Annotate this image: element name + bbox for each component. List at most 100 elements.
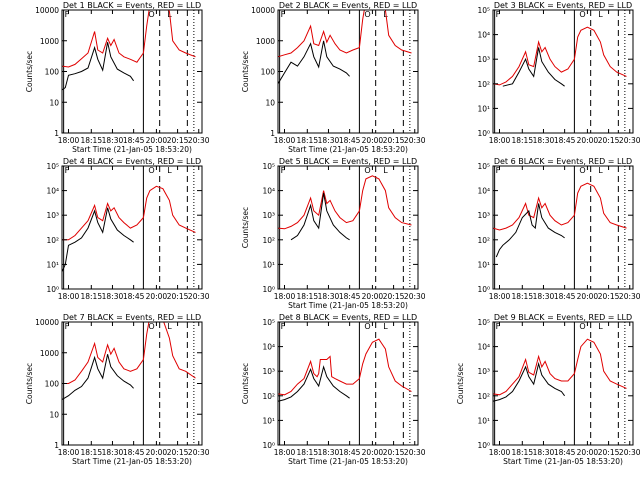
event-marker-label: L xyxy=(383,166,388,175)
event-marker-label: L xyxy=(598,322,603,331)
event-marker-label: O xyxy=(364,322,370,331)
event-marker-label: L xyxy=(598,166,603,175)
y-tick-label: 10¹ xyxy=(262,416,275,425)
lld-series-line xyxy=(278,10,412,58)
y-tick-label: 10⁵ xyxy=(262,318,275,327)
x-axis-label: Start Time (21-Jan-05 18:53:20) xyxy=(503,457,623,466)
x-tick-label: 20:15 xyxy=(383,292,405,301)
y-tick-label: 10⁵ xyxy=(46,162,59,171)
y-axis-label: Counts/sec xyxy=(456,363,465,404)
x-tick-label: 20:30 xyxy=(404,292,426,301)
plot-frame xyxy=(61,321,203,446)
x-tick-label: 18:00 xyxy=(274,136,296,145)
x-tick-label: 18:15 xyxy=(296,136,318,145)
x-tick-label: 18:45 xyxy=(339,448,361,457)
panel-title: Det 6 BLACK = Events, RED = LLD xyxy=(494,157,632,166)
x-tick-label: 20:30 xyxy=(619,292,640,301)
y-tick-label: 10² xyxy=(262,392,275,401)
y-tick-label: 1000 xyxy=(40,349,59,358)
x-tick-label: 18:15 xyxy=(80,448,102,457)
x-tick-label: 18:15 xyxy=(511,448,533,457)
x-tick-label: 20:00 xyxy=(577,292,599,301)
y-axis-label: Counts/sec xyxy=(241,363,250,404)
lld-series-line xyxy=(493,26,627,86)
y-tick-label: 10⁵ xyxy=(477,162,490,171)
event-marker-label: L xyxy=(383,322,388,331)
x-tick-label: 18:30 xyxy=(102,292,124,301)
y-tick-label: 10⁰ xyxy=(46,285,59,294)
x-tick-label: 20:15 xyxy=(383,136,405,145)
y-tick-label: 10⁰ xyxy=(262,285,275,294)
y-tick-label: 1 xyxy=(54,441,59,450)
y-tick-label: 10000 xyxy=(35,6,59,15)
y-tick-label: 10⁴ xyxy=(46,187,59,196)
y-tick-label: 10⁴ xyxy=(477,187,490,196)
y-tick-label: 100 xyxy=(261,68,276,77)
x-tick-label: 18:45 xyxy=(123,136,145,145)
y-axis-label: Counts/sec xyxy=(241,207,250,248)
y-tick-label: 10³ xyxy=(46,211,59,220)
panel-title: Det 8 BLACK = Events, RED = LLD xyxy=(279,313,417,322)
event-marker-label: F xyxy=(496,322,501,331)
plot-frame xyxy=(277,9,419,134)
x-tick-label: 20:30 xyxy=(188,292,210,301)
y-tick-label: 10³ xyxy=(262,367,275,376)
lld-series-line xyxy=(62,185,196,241)
event-marker-label: O xyxy=(364,10,370,19)
x-tick-label: 20:30 xyxy=(404,136,426,145)
events-series-line xyxy=(278,40,350,84)
x-tick-label: 20:30 xyxy=(404,448,426,457)
events-series-line xyxy=(62,354,134,401)
event-marker-label: F xyxy=(65,10,70,19)
panel-title: Det 3 BLACK = Events, RED = LLD xyxy=(494,1,632,10)
x-tick-label: 18:00 xyxy=(489,448,511,457)
event-marker-label: F xyxy=(281,166,286,175)
x-tick-label: 20:00 xyxy=(362,292,384,301)
event-marker-label: O xyxy=(579,10,585,19)
event-marker-label: F xyxy=(65,166,70,175)
x-tick-label: 18:00 xyxy=(58,448,80,457)
y-tick-label: 10⁰ xyxy=(477,129,490,138)
y-tick-label: 10³ xyxy=(262,211,275,220)
y-tick-label: 10³ xyxy=(477,367,490,376)
panel-title: Det 1 BLACK = Events, RED = LLD xyxy=(63,1,201,10)
x-tick-label: 20:00 xyxy=(577,136,599,145)
y-tick-label: 10⁵ xyxy=(262,162,275,171)
x-tick-label: 18:15 xyxy=(80,136,102,145)
event-marker-label: O xyxy=(148,166,154,175)
event-marker-label: L xyxy=(167,166,172,175)
x-tick-label: 18:30 xyxy=(318,448,340,457)
y-tick-label: 10³ xyxy=(477,55,490,64)
x-tick-label: 18:15 xyxy=(511,136,533,145)
y-tick-label: 10 xyxy=(49,98,59,107)
y-tick-label: 10² xyxy=(477,392,490,401)
y-tick-label: 10¹ xyxy=(477,104,490,113)
x-tick-label: 18:00 xyxy=(489,292,511,301)
x-tick-label: 18:00 xyxy=(274,448,296,457)
y-tick-label: 10¹ xyxy=(46,260,59,269)
y-tick-label: 10² xyxy=(262,236,275,245)
event-marker-label: F xyxy=(281,10,286,19)
x-tick-label: 20:00 xyxy=(146,136,168,145)
plot-frame xyxy=(61,165,203,290)
y-tick-label: 10² xyxy=(477,80,490,89)
event-marker-label: F xyxy=(496,166,501,175)
event-marker-label: L xyxy=(598,10,603,19)
y-tick-label: 10⁴ xyxy=(262,187,275,196)
x-tick-label: 20:15 xyxy=(167,448,189,457)
y-tick-label: 10⁰ xyxy=(262,441,275,450)
x-tick-label: 18:45 xyxy=(339,292,361,301)
event-marker-label: O xyxy=(579,322,585,331)
x-tick-label: 20:30 xyxy=(188,448,210,457)
y-tick-label: 10 xyxy=(265,98,275,107)
lld-series-line xyxy=(493,182,627,231)
x-tick-label: 18:30 xyxy=(318,136,340,145)
y-axis-label: Counts/sec xyxy=(241,51,250,92)
x-tick-label: 18:15 xyxy=(296,448,318,457)
